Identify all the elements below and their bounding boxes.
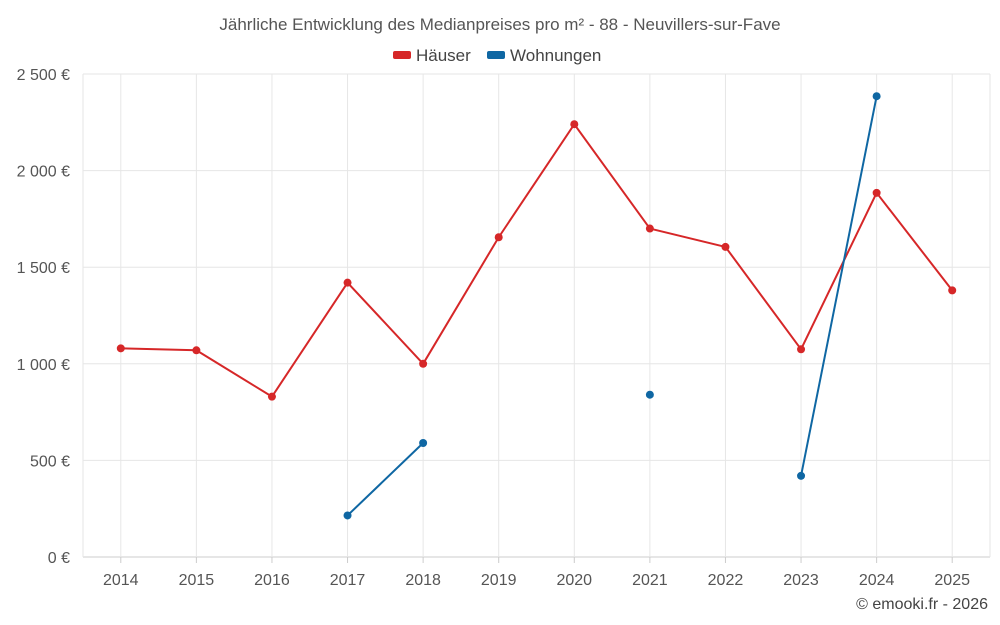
series-group <box>116 92 957 520</box>
x-tick-label: 2024 <box>859 572 895 589</box>
x-tick-label: 2022 <box>708 572 744 589</box>
y-tick-label: 2 000 € <box>17 164 70 181</box>
grid <box>82 73 991 558</box>
y-tick-label: 500 € <box>30 453 70 470</box>
legend-item[interactable]: Wohnungen <box>487 46 601 65</box>
data-point[interactable] <box>192 346 201 355</box>
series-line-segment <box>800 95 878 477</box>
legend-item[interactable]: Häuser <box>393 46 471 65</box>
series-line-segment <box>346 442 425 517</box>
series-line-segment <box>270 281 349 398</box>
x-tick-label: 2021 <box>632 572 668 589</box>
data-point[interactable] <box>419 359 428 368</box>
data-point[interactable] <box>872 92 881 101</box>
data-point[interactable] <box>343 511 352 520</box>
data-point[interactable] <box>797 471 806 480</box>
data-point[interactable] <box>343 278 352 287</box>
legend-label: Wohnungen <box>510 46 601 65</box>
series-line-segment <box>875 191 954 292</box>
data-point[interactable] <box>419 439 428 448</box>
series-line-segment <box>573 123 651 230</box>
series-line-segment <box>724 245 803 351</box>
data-point[interactable] <box>267 392 276 401</box>
data-point[interactable] <box>948 286 957 295</box>
legend-label: Häuser <box>416 46 471 65</box>
x-tick-label: 2018 <box>405 572 441 589</box>
data-point[interactable] <box>797 345 806 354</box>
x-tick-label: 2023 <box>783 572 819 589</box>
legend-swatch <box>393 51 411 59</box>
data-point[interactable] <box>872 188 881 197</box>
x-tick-label: 2020 <box>556 572 592 589</box>
series-line-segment <box>422 236 500 365</box>
data-point[interactable] <box>570 120 579 129</box>
series-line-segment <box>800 191 878 351</box>
y-axis: 0 € 500 € 1 000 € 1 500 € 2 000 € 2 500 € <box>17 67 70 567</box>
x-tick-label: 2014 <box>103 572 139 589</box>
x-tick-label: 2017 <box>330 572 366 589</box>
series-haeuser <box>116 120 957 401</box>
x-tick-label: 2025 <box>934 572 970 589</box>
data-point[interactable] <box>721 242 730 251</box>
credit-text: © emooki.fr - 2026 <box>856 596 988 613</box>
series-line-segment <box>119 347 198 352</box>
x-tick-label: 2016 <box>254 572 290 589</box>
x-tick-label: 2015 <box>179 572 215 589</box>
series-line-segment <box>195 349 273 398</box>
series-wohnungen <box>343 92 881 520</box>
legend: Häuser Wohnungen <box>393 46 601 65</box>
x-tick-label: 2019 <box>481 572 517 589</box>
y-tick-label: 2 500 € <box>17 67 70 84</box>
series-line-segment <box>497 123 576 239</box>
y-tick-label: 1 500 € <box>17 260 70 277</box>
data-point[interactable] <box>645 224 654 233</box>
chart-title: Jährliche Entwicklung des Medianpreises … <box>219 15 780 34</box>
data-point[interactable] <box>645 390 654 399</box>
legend-swatch <box>487 51 505 59</box>
series-line-segment <box>648 227 727 248</box>
data-point[interactable] <box>116 344 125 353</box>
series-line-segment <box>346 281 425 365</box>
y-tick-label: 1 000 € <box>17 357 70 374</box>
data-point[interactable] <box>494 233 503 242</box>
y-tick-label: 0 € <box>48 550 70 567</box>
x-axis: 2014 2015 2016 2017 2018 2019 2020 2021 2022 2023… <box>103 557 970 589</box>
